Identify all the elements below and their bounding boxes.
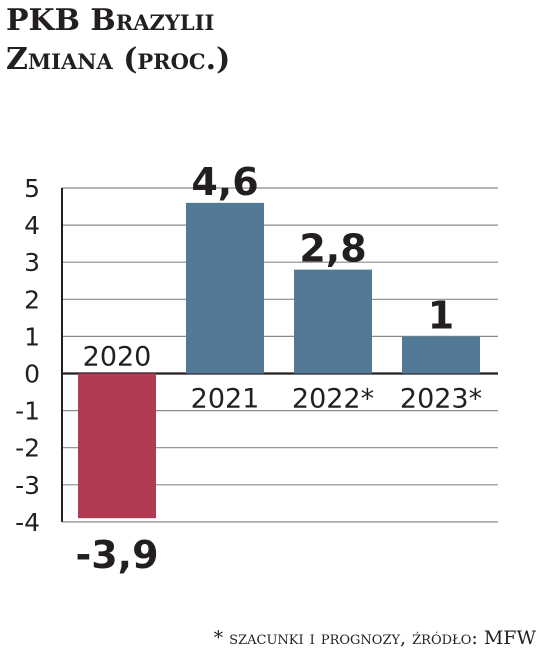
y-tick-label: -1 — [15, 397, 40, 426]
y-tick-label: 5 — [24, 174, 40, 203]
category-labels: 2020 2021 2022* 2023* — [83, 342, 482, 415]
value-label: 4,6 — [191, 160, 258, 204]
chart-subtitle: Zmiana (proc.) — [6, 42, 231, 77]
category-label: 2021 — [191, 384, 260, 415]
bars — [78, 202, 480, 519]
y-tick-label: -3 — [15, 471, 40, 500]
category-label: 2023* — [400, 384, 482, 415]
chart-title: PKB Brazylii — [6, 3, 215, 38]
value-label: 1 — [428, 293, 454, 337]
y-tick-label: 2 — [24, 285, 40, 314]
y-tick-label: 1 — [24, 322, 40, 351]
bar — [402, 336, 480, 374]
bar — [78, 373, 156, 519]
y-tick-label: 0 — [24, 360, 40, 389]
bar — [294, 269, 372, 374]
y-tick-label: 3 — [24, 248, 40, 277]
value-label: 2,8 — [299, 227, 366, 271]
y-tick-label: 4 — [24, 211, 40, 240]
y-tick-label: -2 — [15, 434, 40, 463]
bar — [186, 202, 264, 374]
value-labels: -3,9 4,6 2,8 1 — [75, 160, 454, 577]
footnote: * szacunki i prognozy, źródło: MFW — [213, 627, 536, 649]
y-tick-label: -4 — [15, 508, 40, 537]
y-axis-ticks: 5 4 3 2 1 0 -1 -2 -3 -4 — [15, 174, 40, 537]
category-label: 2022* — [292, 384, 374, 415]
category-label: 2020 — [83, 342, 152, 373]
value-label: -3,9 — [75, 533, 158, 577]
